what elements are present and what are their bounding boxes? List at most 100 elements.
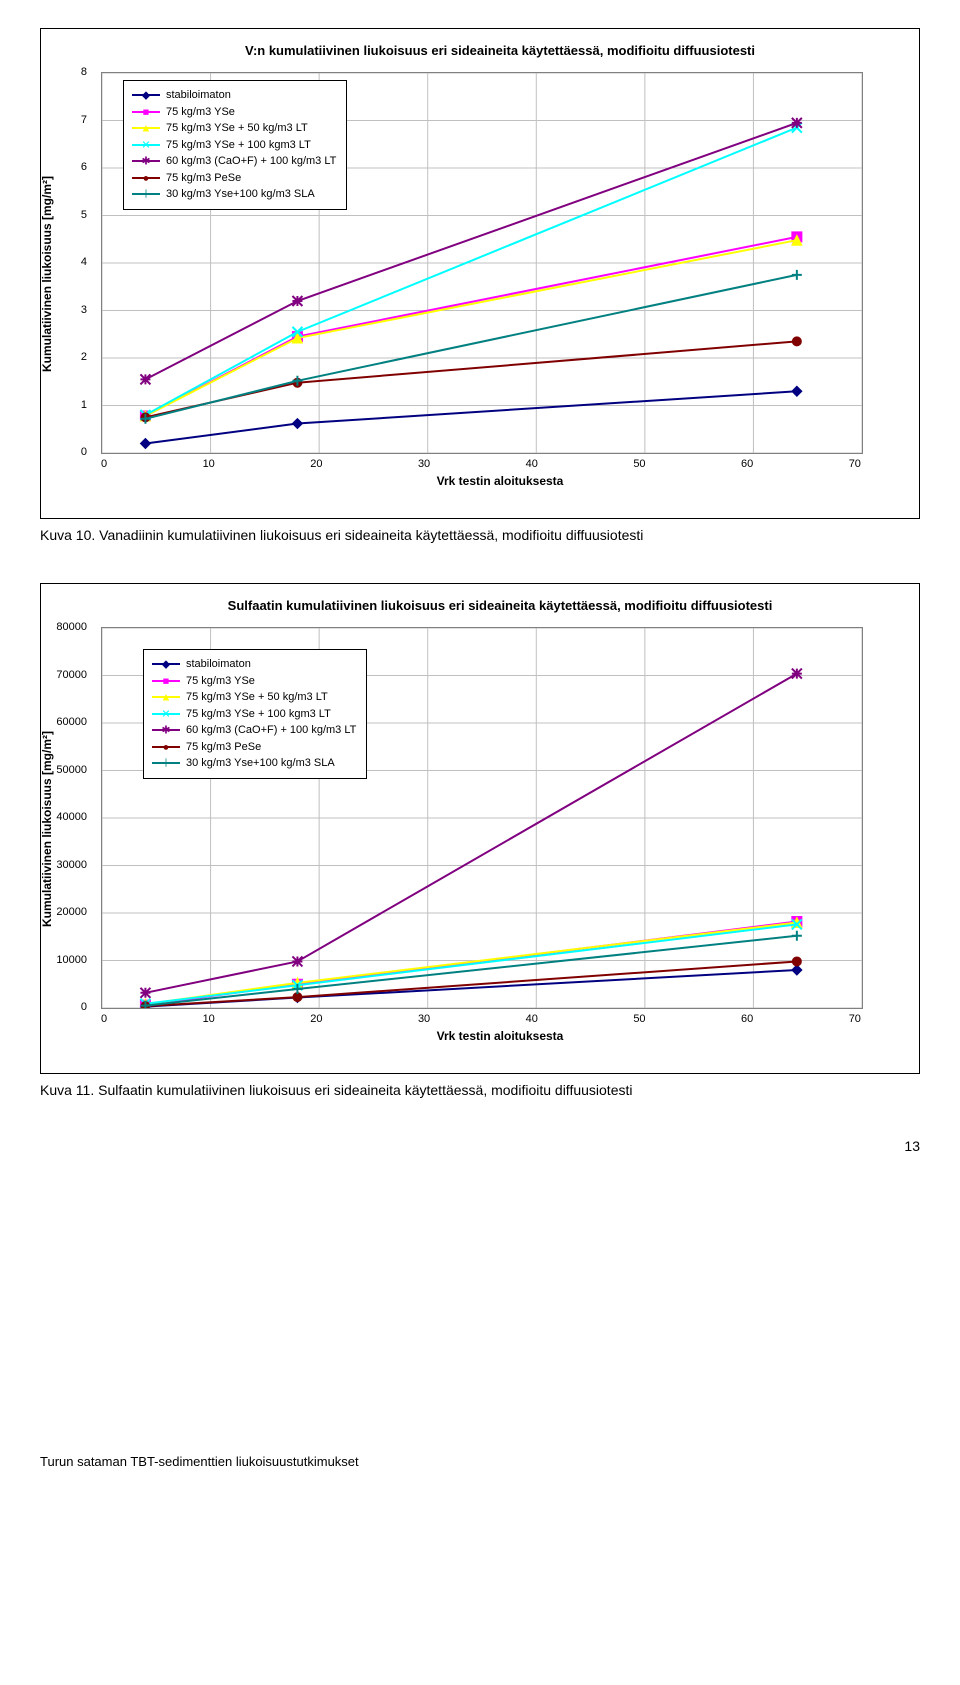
ytick-label: 10000 [56, 954, 93, 966]
legend-item: ● 75 kg/m3 PeSe [132, 170, 336, 187]
legend-item: ◆ stabiloimaton [132, 87, 336, 104]
xtick-label: 0 [101, 458, 107, 470]
chart-2-plot-wrap: 0100002000030000400005000060000700008000… [101, 627, 899, 1009]
chart-1-container: V:n kumulatiivinen liukoisuus eri sideai… [40, 28, 920, 519]
legend-marker-icon: ✱ [161, 726, 170, 737]
legend-item: ◆stabiloimaton [152, 656, 356, 673]
xtick-label: 50 [633, 458, 645, 470]
legend-item: ✱ 60 kg/m3 (CaO+F) + 100 kg/m3 LT [152, 722, 356, 739]
legend-label: 75 kg/m3 YSe + 100 kgm3 LT [166, 137, 311, 154]
ytick-label: 50000 [56, 764, 93, 776]
ytick-label: 0 [81, 446, 93, 458]
caption-2: Kuva 11. Sulfaatin kumulatiivinen liukoi… [40, 1082, 920, 1098]
ytick-label: 20000 [56, 906, 93, 918]
ytick-label: 7 [81, 114, 93, 126]
xtick-label: 40 [526, 1013, 538, 1025]
legend-swatch: ■ [132, 111, 160, 113]
legend-marker-icon: ■ [143, 107, 150, 118]
legend-swatch: ✱ [152, 729, 180, 731]
ytick-label: 5 [81, 209, 93, 221]
ytick-label: 8 [81, 66, 93, 78]
xtick-label: 20 [310, 1013, 322, 1025]
xtick-label: 40 [526, 458, 538, 470]
legend-item: ✱ 60 kg/m3 (CaO+F) + 100 kg/m3 LT [132, 153, 336, 170]
legend-item: ■75 kg/m3 YSe [152, 673, 356, 690]
legend-swatch: ● [152, 746, 180, 748]
xtick-label: 10 [203, 458, 215, 470]
legend-swatch: ▲ [152, 696, 180, 698]
legend-swatch: ✕ [152, 713, 180, 715]
xtick-label: 70 [849, 458, 861, 470]
legend-marker-icon: ● [163, 742, 170, 753]
ytick-label: 60000 [56, 716, 93, 728]
caption-1: Kuva 10. Vanadiinin kumulatiivinen liuko… [40, 527, 920, 543]
chart-2-container: Sulfaatin kumulatiivinen liukoisuus eri … [40, 583, 920, 1074]
legend-item: ▲ 75 kg/m3 YSe + 50 kg/m3 LT [152, 689, 356, 706]
legend-label: 75 kg/m3 YSe + 50 kg/m3 LT [166, 120, 308, 137]
legend-swatch: ■ [152, 680, 180, 682]
xtick-label: 70 [849, 1013, 861, 1025]
legend-label: stabiloimaton [166, 87, 231, 104]
document-page: V:n kumulatiivinen liukoisuus eri sideai… [0, 0, 960, 1509]
chart-2-xticks: 010203040506070 [101, 1013, 861, 1025]
legend-swatch: ● [132, 177, 160, 179]
ytick-label: 1 [81, 399, 93, 411]
chart-1-title: V:n kumulatiivinen liukoisuus eri sideai… [101, 43, 899, 58]
legend-marker-icon: ＋ [161, 759, 172, 770]
legend-swatch: ✕ [132, 144, 160, 146]
ytick-label: 70000 [56, 669, 93, 681]
xtick-label: 30 [418, 458, 430, 470]
chart-1-xlabel: Vrk testin aloituksesta [101, 474, 899, 488]
legend-item: ● 75 kg/m3 PeSe [152, 739, 356, 756]
legend-swatch: ▲ [132, 127, 160, 129]
chart-2-ylabel: Kumulatiivinen liukoisuus [mg/m²] [40, 730, 54, 926]
legend-label: 75 kg/m3 PeSe [166, 170, 241, 187]
legend-label: 60 kg/m3 (CaO+F) + 100 kg/m3 LT [186, 722, 356, 739]
xtick-label: 30 [418, 1013, 430, 1025]
legend-swatch: ＋ [152, 762, 180, 764]
legend-item: ▲ 75 kg/m3 YSe + 50 kg/m3 LT [132, 120, 336, 137]
legend-marker-icon: ▲ [161, 693, 172, 704]
ytick-label: 40000 [56, 811, 93, 823]
xtick-label: 60 [741, 458, 753, 470]
legend-label: 75 kg/m3 YSe [166, 104, 235, 121]
legend-swatch: ◆ [132, 94, 160, 96]
legend-label: 75 kg/m3 YSe + 100 kgm3 LT [186, 706, 331, 723]
ytick-label: 6 [81, 161, 93, 173]
legend-marker-icon: ＋ [141, 190, 152, 201]
page-number: 13 [40, 1138, 920, 1154]
legend-label: 30 kg/m3 Yse+100 kg/m3 SLA [186, 755, 335, 772]
legend-marker-icon: ▲ [141, 124, 152, 135]
ytick-label: 30000 [56, 859, 93, 871]
legend-label: 75 kg/m3 YSe + 50 kg/m3 LT [186, 689, 328, 706]
legend-marker-icon: ✕ [161, 709, 170, 720]
ytick-label: 4 [81, 256, 93, 268]
ytick-label: 0 [81, 1001, 93, 1013]
xtick-label: 10 [203, 1013, 215, 1025]
legend-item: ＋ 30 kg/m3 Yse+100 kg/m3 SLA [132, 186, 336, 203]
legend-swatch: ＋ [132, 193, 160, 195]
legend-label: 30 kg/m3 Yse+100 kg/m3 SLA [166, 186, 315, 203]
xtick-label: 0 [101, 1013, 107, 1025]
ytick-label: 3 [81, 304, 93, 316]
legend-item: ✕ 75 kg/m3 YSe + 100 kgm3 LT [132, 137, 336, 154]
chart-1-plot-wrap: 012345678 ◆stabiloimaton■75 kg/m3 YSe▲75… [101, 72, 899, 454]
ytick-label: 2 [81, 351, 93, 363]
chart-1-ylabel: Kumulatiivinen liukoisuus [mg/m²] [40, 175, 54, 371]
legend-label: stabiloimaton [186, 656, 251, 673]
chart-1-legend: ◆ stabiloimaton ■ 75 kg/m3 YSe ▲ 75 kg/m3 YSe… [123, 80, 347, 210]
legend-item: ✕ 75 kg/m3 YSe + 100 kgm3 LT [152, 706, 356, 723]
xtick-label: 20 [310, 458, 322, 470]
legend-marker-icon: ● [143, 173, 150, 184]
ytick-label: 80000 [56, 621, 93, 633]
chart-1-xticks: 0 10 20 30 40 50 60 70 [101, 458, 861, 470]
footer-text: Turun sataman TBT-sedimenttien liukoisuu… [40, 1454, 920, 1469]
chart-2-xlabel: Vrk testin aloituksesta [101, 1029, 899, 1043]
legend-item: ＋ 30 kg/m3 Yse+100 kg/m3 SLA [152, 755, 356, 772]
legend-label: 60 kg/m3 (CaO+F) + 100 kg/m3 LT [166, 153, 336, 170]
legend-marker-icon: ✕ [141, 140, 150, 151]
legend-marker-icon: ✱ [141, 157, 150, 168]
chart-2-title: Sulfaatin kumulatiivinen liukoisuus eri … [101, 598, 899, 613]
legend-label: 75 kg/m3 PeSe [186, 739, 261, 756]
legend-marker-icon: ■ [163, 676, 170, 687]
